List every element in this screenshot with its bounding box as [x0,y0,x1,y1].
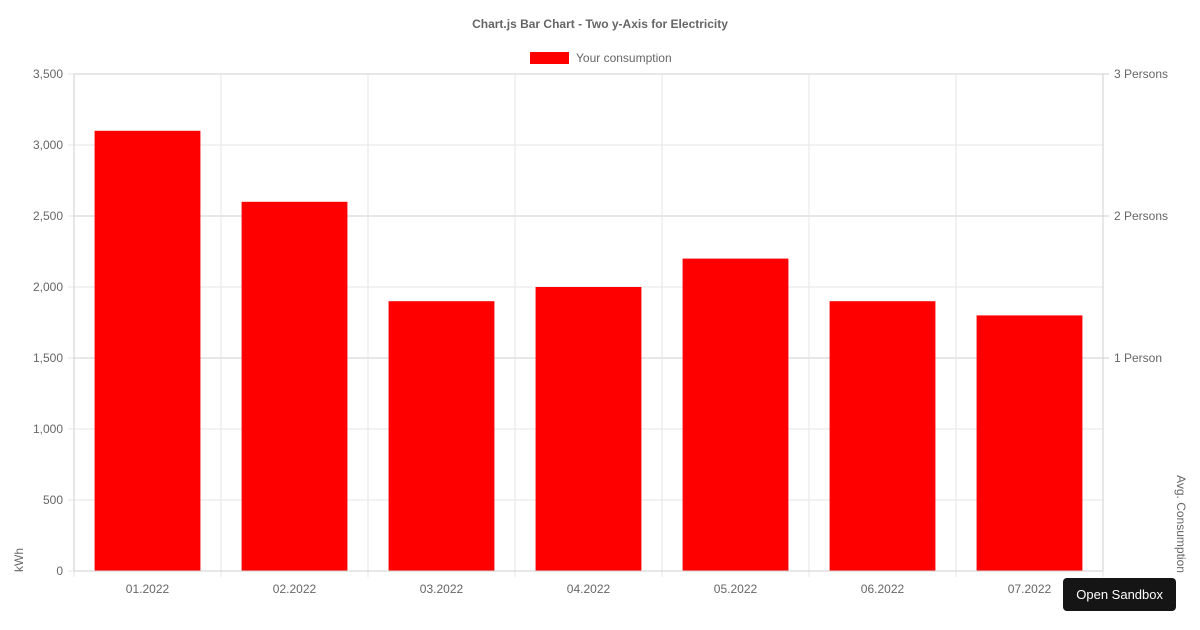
y-tick-label: 500 [43,493,63,507]
y2-tick-label: 1 Person [1114,351,1162,365]
legend-swatch [530,52,569,64]
x-tick-label: 07.2022 [1008,582,1052,596]
y2-tick-label: 3 Persons [1114,67,1168,81]
x-tick-label: 01.2022 [126,582,170,596]
y-tick-label: 2,000 [33,280,63,294]
bar [388,301,495,571]
bar [241,201,348,572]
x-tick-label: 05.2022 [714,582,758,596]
y2-tick-label: 2 Persons [1114,209,1168,223]
y-tick-label: 1,000 [33,422,63,436]
y-tick-label: 2,500 [33,209,63,223]
open-sandbox-button[interactable]: Open Sandbox [1063,578,1176,611]
x-tick-label: 06.2022 [861,582,905,596]
y-tick-label: 0 [56,564,63,578]
y2-axis-title: Avg. Consumption [1174,475,1188,573]
bar [94,130,201,572]
chart-title: Chart.js Bar Chart - Two y-Axis for Elec… [472,17,728,31]
bar [535,287,642,571]
x-tick-label: 02.2022 [273,582,317,596]
x-tick-label: 03.2022 [420,582,464,596]
y-tick-label: 3,500 [33,67,63,81]
legend[interactable]: Your consumption [530,51,672,65]
bar [682,258,789,571]
y-tick-label: 1,500 [33,351,63,365]
axes: 0 500 1,000 1,500 2,000 2,500 3,000 3,500 3 Pers… [33,67,1168,596]
bar [976,315,1083,571]
x-tick-label: 04.2022 [567,582,611,596]
legend-label: Your consumption [576,51,672,65]
bar [829,301,936,571]
bars [94,130,1083,572]
y-tick-label: 3,000 [33,138,63,152]
y-axis-title: kWh [12,548,26,572]
